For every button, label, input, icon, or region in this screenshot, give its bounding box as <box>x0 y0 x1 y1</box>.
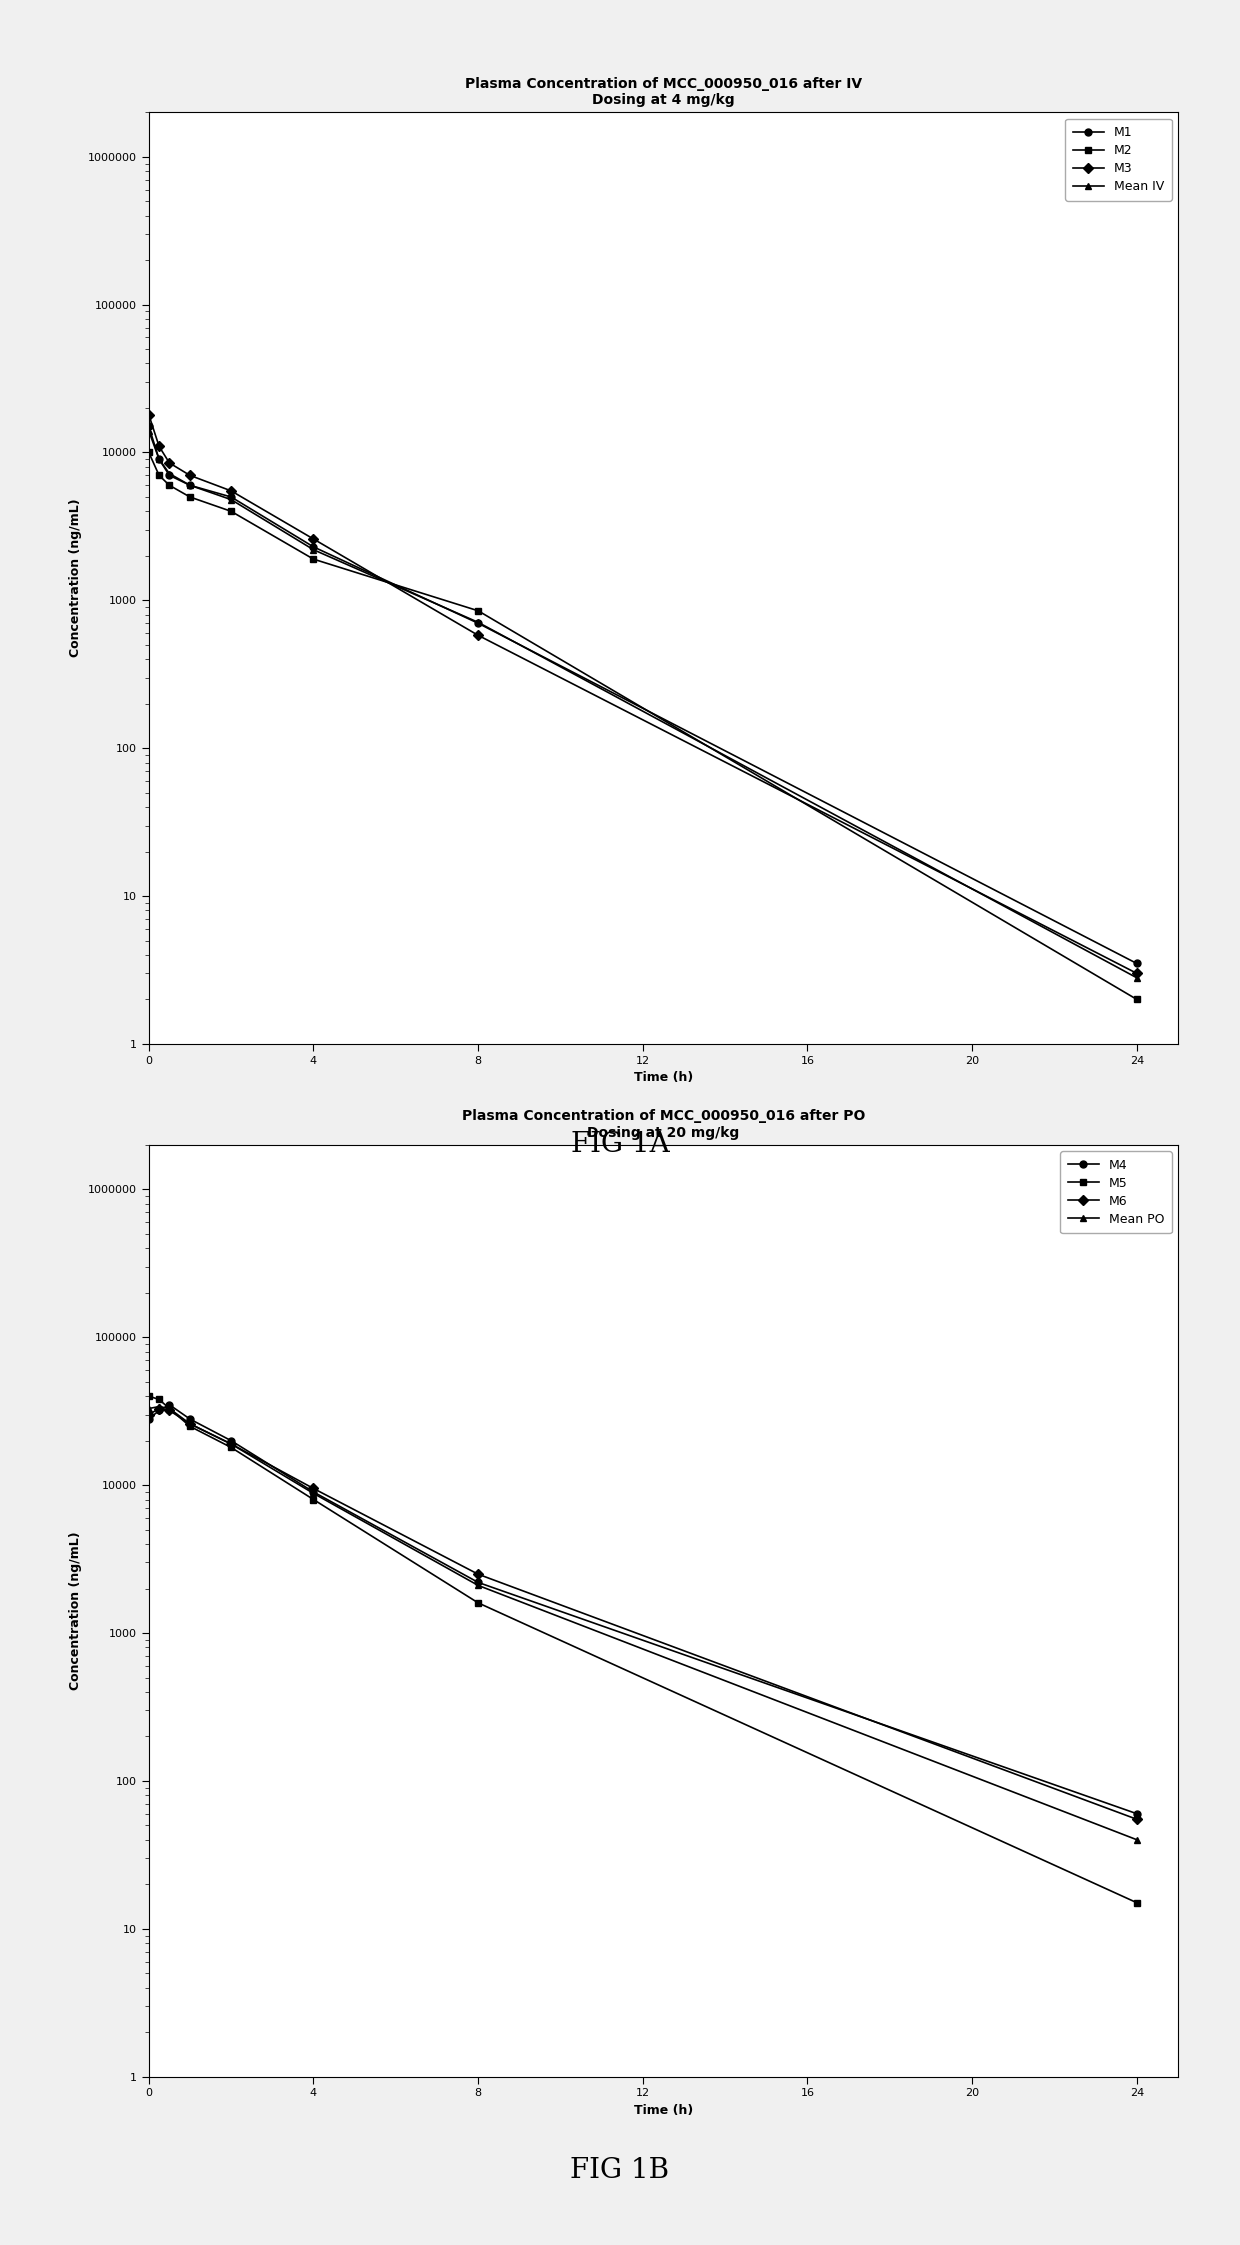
M3 <box>223 478 238 505</box>
M3 <box>182 462 197 489</box>
M6 <box>306 1475 321 1502</box>
Title: Plasma Concentration of MCC_000950_016 after PO
Dosing at 20 mg/kg: Plasma Concentration of MCC_000950_016 a… <box>461 1109 866 1140</box>
Mean PO <box>162 1394 177 1421</box>
M2 <box>162 471 177 498</box>
M6 <box>141 1401 156 1428</box>
M4 <box>1130 1800 1145 1827</box>
X-axis label: Time (h): Time (h) <box>634 1071 693 1084</box>
M3 <box>1130 961 1145 988</box>
M4 <box>306 1479 321 1506</box>
M5 <box>306 1486 321 1513</box>
Line: M1: M1 <box>145 422 1141 968</box>
Mean PO <box>151 1394 166 1421</box>
Legend: M4, M5, M6, Mean PO: M4, M5, M6, Mean PO <box>1060 1152 1172 1233</box>
M5 <box>223 1435 238 1461</box>
Mean IV <box>471 608 486 635</box>
M4 <box>223 1428 238 1455</box>
X-axis label: Time (h): Time (h) <box>634 2104 693 2117</box>
Y-axis label: Concentration (ng/mL): Concentration (ng/mL) <box>69 1531 82 1690</box>
M5 <box>471 1589 486 1616</box>
Mean PO <box>471 1572 486 1598</box>
M2 <box>1130 986 1145 1012</box>
Legend: M1, M2, M3, Mean IV: M1, M2, M3, Mean IV <box>1065 119 1172 200</box>
Y-axis label: Concentration (ng/mL): Concentration (ng/mL) <box>69 498 82 658</box>
Mean IV <box>306 537 321 563</box>
Line: M2: M2 <box>145 449 1141 1004</box>
Mean PO <box>223 1430 238 1457</box>
M1 <box>162 462 177 489</box>
M4 <box>471 1569 486 1596</box>
Mean PO <box>182 1410 197 1437</box>
Mean PO <box>141 1394 156 1421</box>
M6 <box>182 1410 197 1437</box>
M6 <box>1130 1805 1145 1832</box>
M4 <box>151 1396 166 1423</box>
Mean PO <box>306 1479 321 1506</box>
M1 <box>1130 950 1145 977</box>
Mean IV <box>162 460 177 487</box>
M3 <box>151 433 166 460</box>
M1 <box>182 471 197 498</box>
Mean IV <box>141 418 156 445</box>
Line: Mean IV: Mean IV <box>145 427 1141 981</box>
M4 <box>182 1405 197 1432</box>
M1 <box>223 483 238 510</box>
M3 <box>471 622 486 649</box>
M1 <box>471 611 486 638</box>
M5 <box>1130 1890 1145 1917</box>
M2 <box>182 483 197 510</box>
M6 <box>471 1560 486 1587</box>
M1 <box>151 447 166 474</box>
M5 <box>182 1412 197 1439</box>
M2 <box>151 462 166 489</box>
M6 <box>151 1394 166 1421</box>
M5 <box>162 1394 177 1421</box>
M4 <box>141 1405 156 1432</box>
Mean IV <box>151 447 166 474</box>
M6 <box>162 1396 177 1423</box>
M3 <box>306 525 321 552</box>
M1 <box>306 534 321 561</box>
Line: M3: M3 <box>145 411 1141 977</box>
M2 <box>471 597 486 624</box>
M6 <box>223 1430 238 1457</box>
Mean PO <box>1130 1825 1145 1852</box>
M3 <box>162 449 177 476</box>
Line: Mean PO: Mean PO <box>145 1403 1141 1843</box>
M2 <box>141 440 156 467</box>
Line: M5: M5 <box>145 1392 1141 1906</box>
Mean IV <box>182 471 197 498</box>
Line: M6: M6 <box>145 1405 1141 1823</box>
M3 <box>141 402 156 429</box>
M2 <box>223 498 238 525</box>
Text: FIG 1B: FIG 1B <box>570 2157 670 2184</box>
M2 <box>306 546 321 572</box>
M5 <box>151 1385 166 1412</box>
Mean IV <box>223 487 238 514</box>
M4 <box>162 1392 177 1419</box>
Mean IV <box>1130 965 1145 992</box>
Line: M4: M4 <box>145 1401 1141 1816</box>
M5 <box>141 1383 156 1410</box>
M1 <box>141 413 156 440</box>
Title: Plasma Concentration of MCC_000950_016 after IV
Dosing at 4 mg/kg: Plasma Concentration of MCC_000950_016 a… <box>465 76 862 108</box>
Text: FIG 1A: FIG 1A <box>570 1131 670 1158</box>
